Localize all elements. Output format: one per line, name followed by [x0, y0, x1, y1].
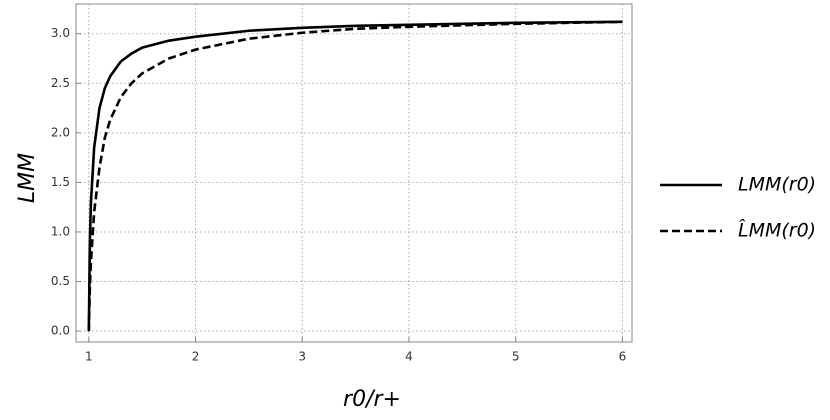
legend-label: L̂MM(r0) — [738, 219, 816, 241]
x-tick-label: 5 — [512, 350, 520, 364]
series-line — [87, 20, 623, 332]
y-tick-label: 3.0 — [51, 26, 70, 40]
y-tick-label: 2.5 — [51, 76, 70, 90]
y-tick-label: 0.0 — [51, 324, 70, 338]
x-tick-label: 4 — [405, 350, 413, 364]
y-tick-label: 0.5 — [51, 274, 70, 288]
series-line — [87, 20, 623, 332]
x-tick-label: 3 — [298, 350, 306, 364]
legend-label: LMM(r0) — [738, 174, 816, 196]
y-axis-label: LMM — [15, 153, 40, 203]
x-tick-label: 2 — [192, 350, 200, 364]
x-axis-label: r0/r+ — [343, 387, 401, 412]
x-tick-label: 1 — [85, 350, 93, 364]
y-tick-label: 2.0 — [51, 125, 70, 139]
x-tick-label: 6 — [619, 350, 627, 364]
plot-frame — [75, 3, 633, 343]
y-tick-label: 1.5 — [51, 175, 70, 189]
y-tick-label: 1.0 — [51, 224, 70, 238]
